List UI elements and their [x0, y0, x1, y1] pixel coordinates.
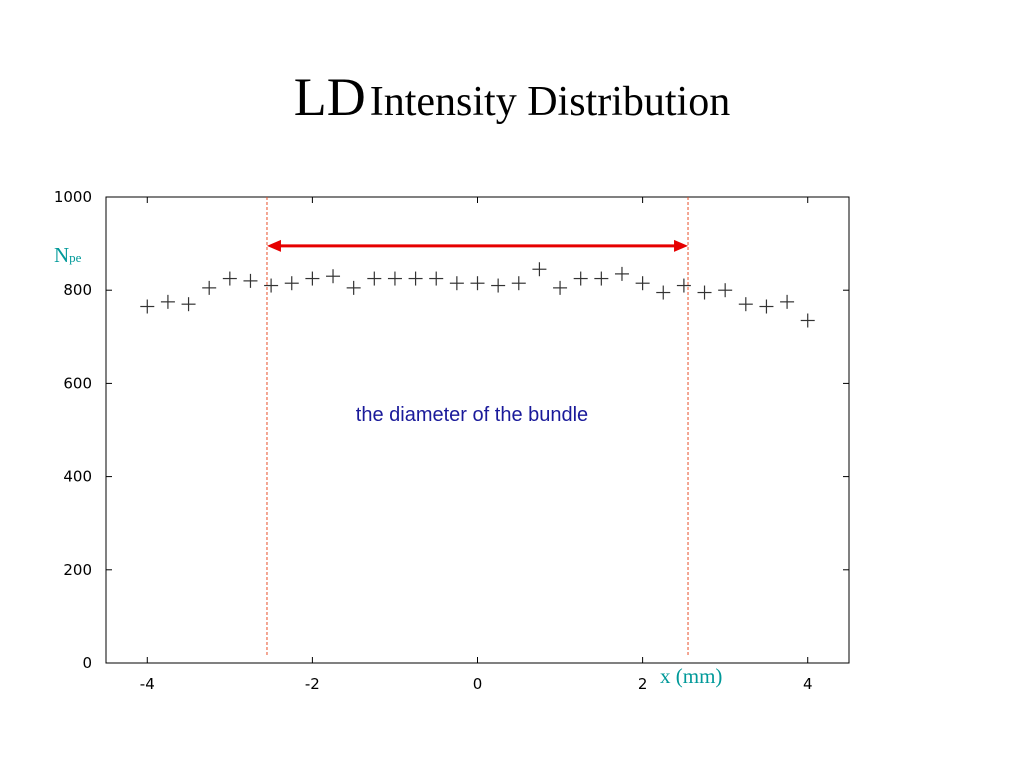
data-point — [387, 271, 402, 286]
data-point — [718, 283, 733, 298]
data-point — [532, 262, 547, 277]
x-tick-label: -4 — [140, 675, 155, 693]
plot-frame — [105, 196, 850, 664]
y-tick-label: 800 — [63, 281, 92, 299]
y-tick-label: 1000 — [54, 188, 92, 206]
title-sub: Intensity Distribution — [369, 79, 731, 125]
data-point — [140, 299, 155, 314]
data-point — [326, 269, 341, 284]
bundle-annotation: the diameter of the bundle — [356, 404, 588, 426]
arrow-head-left — [266, 239, 281, 252]
y-tick-label: 600 — [63, 374, 92, 392]
slide-title: LD Intensity Distribution — [0, 66, 1024, 128]
data-point — [759, 299, 774, 314]
x-tick-label: 2 — [638, 675, 648, 693]
data-point — [553, 280, 568, 295]
x-tick-label: -2 — [305, 675, 320, 693]
data-point — [676, 278, 691, 293]
data-point — [738, 297, 753, 312]
y-tick-label: 0 — [82, 654, 92, 672]
data-point — [222, 271, 237, 286]
x-tick-label: 0 — [473, 675, 483, 693]
data-point — [202, 280, 217, 295]
title-main: LD — [293, 67, 366, 127]
data-point — [429, 271, 444, 286]
data-point — [635, 276, 650, 291]
y-tick-label: 200 — [63, 561, 92, 579]
data-point — [243, 273, 258, 288]
data-points — [140, 262, 815, 328]
y-axis-label-sub: pe — [69, 250, 82, 265]
x-tick-label: 4 — [803, 675, 813, 693]
y-axis-label-main: N — [54, 243, 69, 267]
data-point — [449, 276, 464, 291]
data-point — [346, 280, 361, 295]
data-point — [367, 271, 382, 286]
data-point — [181, 297, 196, 312]
data-point — [511, 276, 526, 291]
data-point — [656, 285, 671, 300]
x-axis-label: x (mm) — [660, 664, 722, 688]
arrow-head-right — [674, 239, 689, 252]
data-point — [491, 278, 506, 293]
data-point — [305, 271, 320, 286]
data-point — [264, 278, 279, 293]
data-point — [594, 271, 609, 286]
data-point — [470, 276, 485, 291]
data-point — [408, 271, 423, 286]
y-tick-label: 400 — [63, 468, 92, 486]
data-point — [573, 271, 588, 286]
bundle-boundaries — [266, 197, 689, 656]
data-point — [614, 266, 629, 281]
data-point — [697, 285, 712, 300]
data-point — [780, 294, 795, 309]
y-axis: 0 200 400 600 800 1000 — [54, 188, 849, 672]
bundle-diameter-arrow — [266, 239, 689, 252]
data-point — [160, 294, 175, 309]
y-axis-label: Npe — [54, 243, 82, 267]
data-point — [800, 313, 815, 328]
data-point — [284, 276, 299, 291]
x-axis: -4 -2 0 2 4 — [140, 197, 813, 693]
